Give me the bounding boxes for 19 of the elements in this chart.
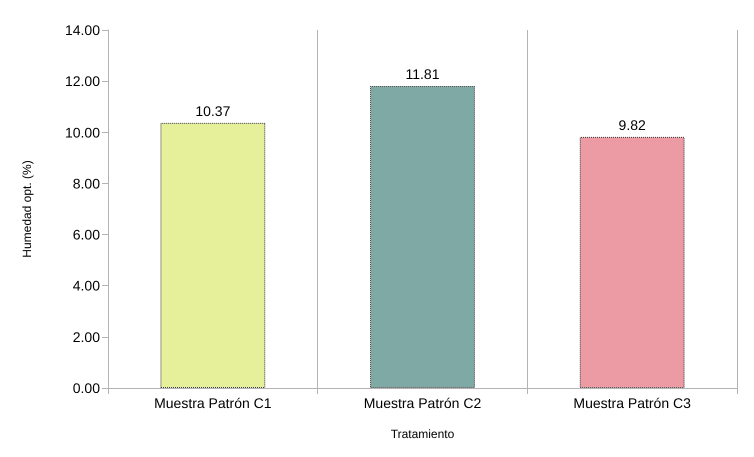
data-label: 11.81 [406, 66, 440, 82]
y-tick-label: 4.00 [72, 278, 100, 294]
bar [370, 86, 475, 388]
data-label: 10.37 [195, 102, 231, 119]
y-tick-label: 8.00 [72, 175, 100, 192]
y-tick-label: 6.00 [72, 226, 100, 243]
y-tick-label: 12.00 [64, 73, 100, 90]
y-tick-label: 14.00 [64, 22, 100, 38]
y-tick-label: 0.00 [72, 380, 100, 396]
bar [580, 136, 685, 388]
y-tick-label: 2.00 [72, 328, 100, 345]
data-label: 9.82 [618, 116, 646, 133]
bar [160, 122, 266, 388]
y-axis-title: Humedad opt. (%) [20, 160, 34, 258]
x-tick-label: Muestra Patrón C1 [154, 395, 272, 411]
x-axis-title: Tratamiento [390, 427, 455, 441]
x-tick-label: Muestra Patrón C2 [364, 395, 482, 411]
x-tick-label: Muestra Patrón C3 [573, 395, 692, 411]
y-tick-label: 10.00 [64, 124, 100, 140]
